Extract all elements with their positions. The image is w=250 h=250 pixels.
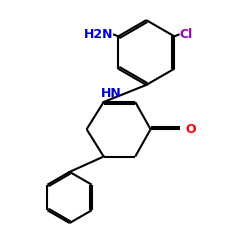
Text: O: O [186, 123, 196, 136]
Text: H2N: H2N [84, 28, 113, 41]
Text: Cl: Cl [180, 28, 193, 41]
Text: HN: HN [101, 87, 122, 100]
